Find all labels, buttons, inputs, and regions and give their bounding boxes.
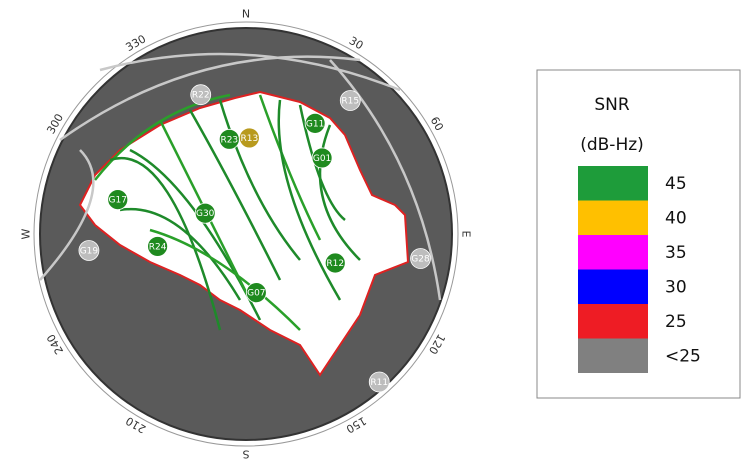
satellite-label: G01 [313,154,331,164]
legend-swatch [578,270,648,305]
azimuth-label: W [19,228,32,239]
satellite-label: R15 [341,97,359,107]
legend-label: 40 [665,209,687,229]
satellite-label: R22 [192,91,210,101]
legend-swatch [578,235,648,270]
satellite-label: G19 [80,247,99,257]
legend-unit: (dB-Hz) [580,135,644,155]
satellite-label: G11 [306,119,324,129]
legend-label: 30 [665,278,687,298]
page: {"skyplot": { "azimuth_labels": [ {"text… [0,0,742,472]
legend-swatch [578,339,648,374]
satellite-label: R13 [240,134,258,144]
legend-label: 25 [665,312,687,332]
satellite-label: G07 [247,289,265,299]
azimuth-label: N [242,7,250,20]
legend-label: <25 [665,347,701,367]
satellite-label: G28 [411,255,430,265]
satellite-label: R23 [220,135,238,145]
satellite-label: G30 [196,209,215,219]
legend-label: 35 [665,243,687,263]
skyplot-figure: SNR (dB-Hz) N3060E120150S210240W300330R1… [0,0,742,468]
azimuth-label: E [460,231,473,238]
legend-swatch [578,304,648,339]
legend-swatch [578,201,648,236]
legend-title: SNR [594,95,630,115]
satellite-label: G17 [109,196,127,206]
satellite-label: R24 [149,242,167,252]
satellite-label: R11 [370,378,388,388]
legend-label: 45 [665,174,687,194]
legend-swatch [578,166,648,201]
satellite-label: R12 [326,259,344,269]
azimuth-label: S [242,448,249,461]
